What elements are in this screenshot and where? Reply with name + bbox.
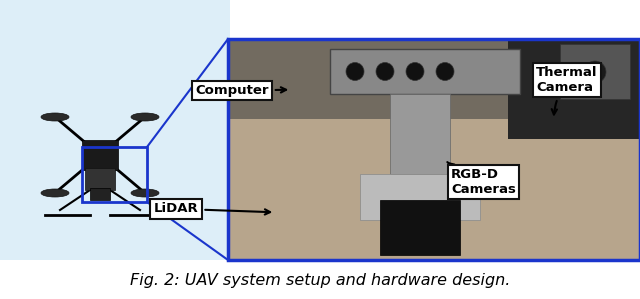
Bar: [360, 174, 480, 220]
Ellipse shape: [131, 113, 159, 121]
Bar: [90, 188, 110, 200]
Bar: [82, 147, 147, 202]
Text: Computer: Computer: [195, 84, 286, 97]
Ellipse shape: [41, 113, 69, 121]
Ellipse shape: [41, 189, 69, 197]
Text: Thermal
Camera: Thermal Camera: [536, 66, 598, 115]
Bar: [228, 39, 640, 260]
Bar: [330, 49, 520, 94]
Ellipse shape: [346, 62, 364, 80]
Bar: [0, 0, 230, 260]
Ellipse shape: [376, 62, 394, 80]
Text: Fig. 2: UAV system setup and hardware design.: Fig. 2: UAV system setup and hardware de…: [130, 274, 510, 289]
Ellipse shape: [584, 61, 606, 83]
Ellipse shape: [436, 62, 454, 80]
Bar: [560, 44, 630, 99]
Bar: [390, 94, 450, 174]
Bar: [228, 39, 640, 260]
Ellipse shape: [131, 189, 159, 197]
Bar: [82, 140, 118, 170]
Bar: [85, 168, 115, 190]
Ellipse shape: [406, 62, 424, 80]
Text: RGB-D
Cameras: RGB-D Cameras: [447, 162, 516, 196]
Text: LiDAR: LiDAR: [154, 202, 270, 215]
Bar: [380, 200, 460, 255]
